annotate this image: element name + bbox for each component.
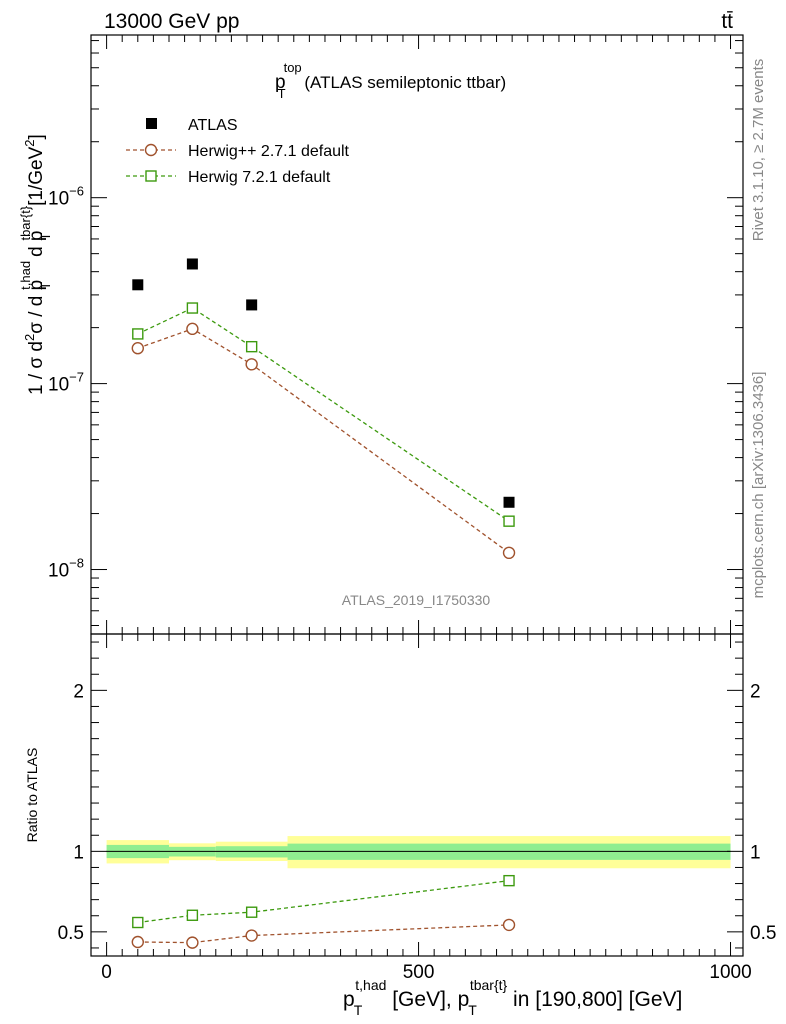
series-line-1 [137, 880, 510, 924]
x-tick-label: 500 [403, 962, 435, 983]
y-tick-label: 10−7 [48, 370, 84, 396]
xaxis-label: pTt,had [GeV], pTtbar{t} in [190,800] [G… [343, 977, 682, 1018]
data-point-herwigpp [502, 546, 516, 560]
data-point-herwigpp [131, 342, 144, 355]
main-data-marks [131, 258, 516, 560]
ratio-y-tick-label: 0.5 [58, 923, 84, 944]
ratio-y-tick-label-right: 2 [750, 681, 761, 702]
ratio-y-tick-label: 1 [73, 842, 84, 863]
svg-text:1 / σ d2σ / d pTt,hadd pTtbar{: 1 / σ d2σ / d pTt,hadd pTtbar{t}[1/GeV2] [18, 134, 53, 395]
series-line-1 [137, 328, 510, 554]
legend-marker-herwigpp [144, 143, 158, 157]
y-tick-label: 10−8 [48, 556, 84, 582]
data-point-herwig7 [503, 515, 515, 527]
series-line-2 [137, 307, 510, 522]
main-axis-ticks: 10−8 10−7 10−6 [48, 35, 743, 634]
data-point-herwigpp [186, 936, 199, 949]
ratio-y-tick-label-right: 0.5 [750, 923, 776, 944]
ratio-plot-frame [90, 633, 744, 957]
ratio-axis-ticks: 0 500 1000 0.5 0.5 1 1 2 2 [58, 634, 776, 983]
legend-label-atlas: ATLAS [188, 117, 238, 134]
data-point-herwigpp [186, 322, 199, 336]
analysis-watermark: ATLAS_2019_I1750330 [342, 592, 491, 608]
main-ylabel: 1 / σ d2σ / d pTt,hadd pTtbar{t}[1/GeV2] [18, 134, 53, 395]
data-point-herwigpp [245, 358, 258, 371]
x-tick-label: 0 [101, 962, 112, 983]
data-point-herwigpp [245, 929, 258, 942]
energy-label: 13000 GeV pp [104, 10, 239, 33]
data-point-herwigpp [131, 935, 144, 949]
data-point-herwig7 [132, 328, 144, 340]
data-point-herwig7 [186, 302, 199, 314]
data-point-herwig7 [186, 909, 199, 921]
main-panel: 10−8 10−7 10−6 ptop T (ATLAS semileptonic t… [18, 34, 744, 635]
data-point-herwig7 [503, 874, 515, 887]
ratio-y-tick-label: 2 [73, 681, 84, 702]
data-point-herwig7 [245, 906, 258, 918]
mcplots-label: mcplots.cern.ch [arXiv:1306.3436] [750, 372, 767, 599]
data-point-atlas [132, 279, 144, 291]
ratio-data-marks [131, 874, 516, 949]
legend-label-herwigpp: Herwig++ 2.7.1 default [188, 143, 350, 160]
rivet-version-label: Rivet 3.1.10, ≥ 2.7M events [750, 59, 767, 242]
x-tick-label: 1000 [709, 962, 751, 983]
data-point-atlas [503, 496, 515, 508]
data-point-herwig7 [245, 340, 258, 353]
legend-label-herwig7: Herwig 7.2.1 default [188, 169, 331, 186]
legend-marker-atlas [146, 118, 157, 129]
data-point-herwigpp [502, 918, 516, 932]
ratio-uncertainty-bands [106, 836, 731, 869]
data-point-atlas [246, 299, 258, 311]
data-point-atlas [186, 258, 198, 270]
plot-title: ptop T (ATLAS semileptonic ttbar) [275, 60, 506, 101]
ratio-y-tick-label-right: 1 [750, 842, 761, 863]
ratio-panel: 0 500 1000 0.5 0.5 1 1 2 2 Ratio to ATLAS pTt,ha… [24, 633, 776, 1018]
series-line-0 [137, 924, 510, 944]
legend-marker-herwig7 [145, 170, 157, 182]
legend: ATLAS Herwig++ 2.7.1 default Herwig 7.2.… [126, 117, 350, 186]
y-tick-label: 10−6 [48, 184, 84, 210]
process-label: tt̄ [721, 10, 733, 33]
ratio-ylabel: Ratio to ATLAS [24, 748, 40, 843]
data-point-herwig7 [132, 916, 144, 929]
